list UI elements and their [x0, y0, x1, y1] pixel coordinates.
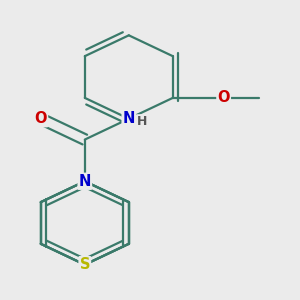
- Text: O: O: [218, 90, 230, 105]
- Text: S: S: [80, 257, 90, 272]
- Text: N: N: [79, 174, 91, 189]
- Text: O: O: [34, 111, 47, 126]
- Text: N: N: [123, 111, 135, 126]
- Text: H: H: [137, 115, 147, 128]
